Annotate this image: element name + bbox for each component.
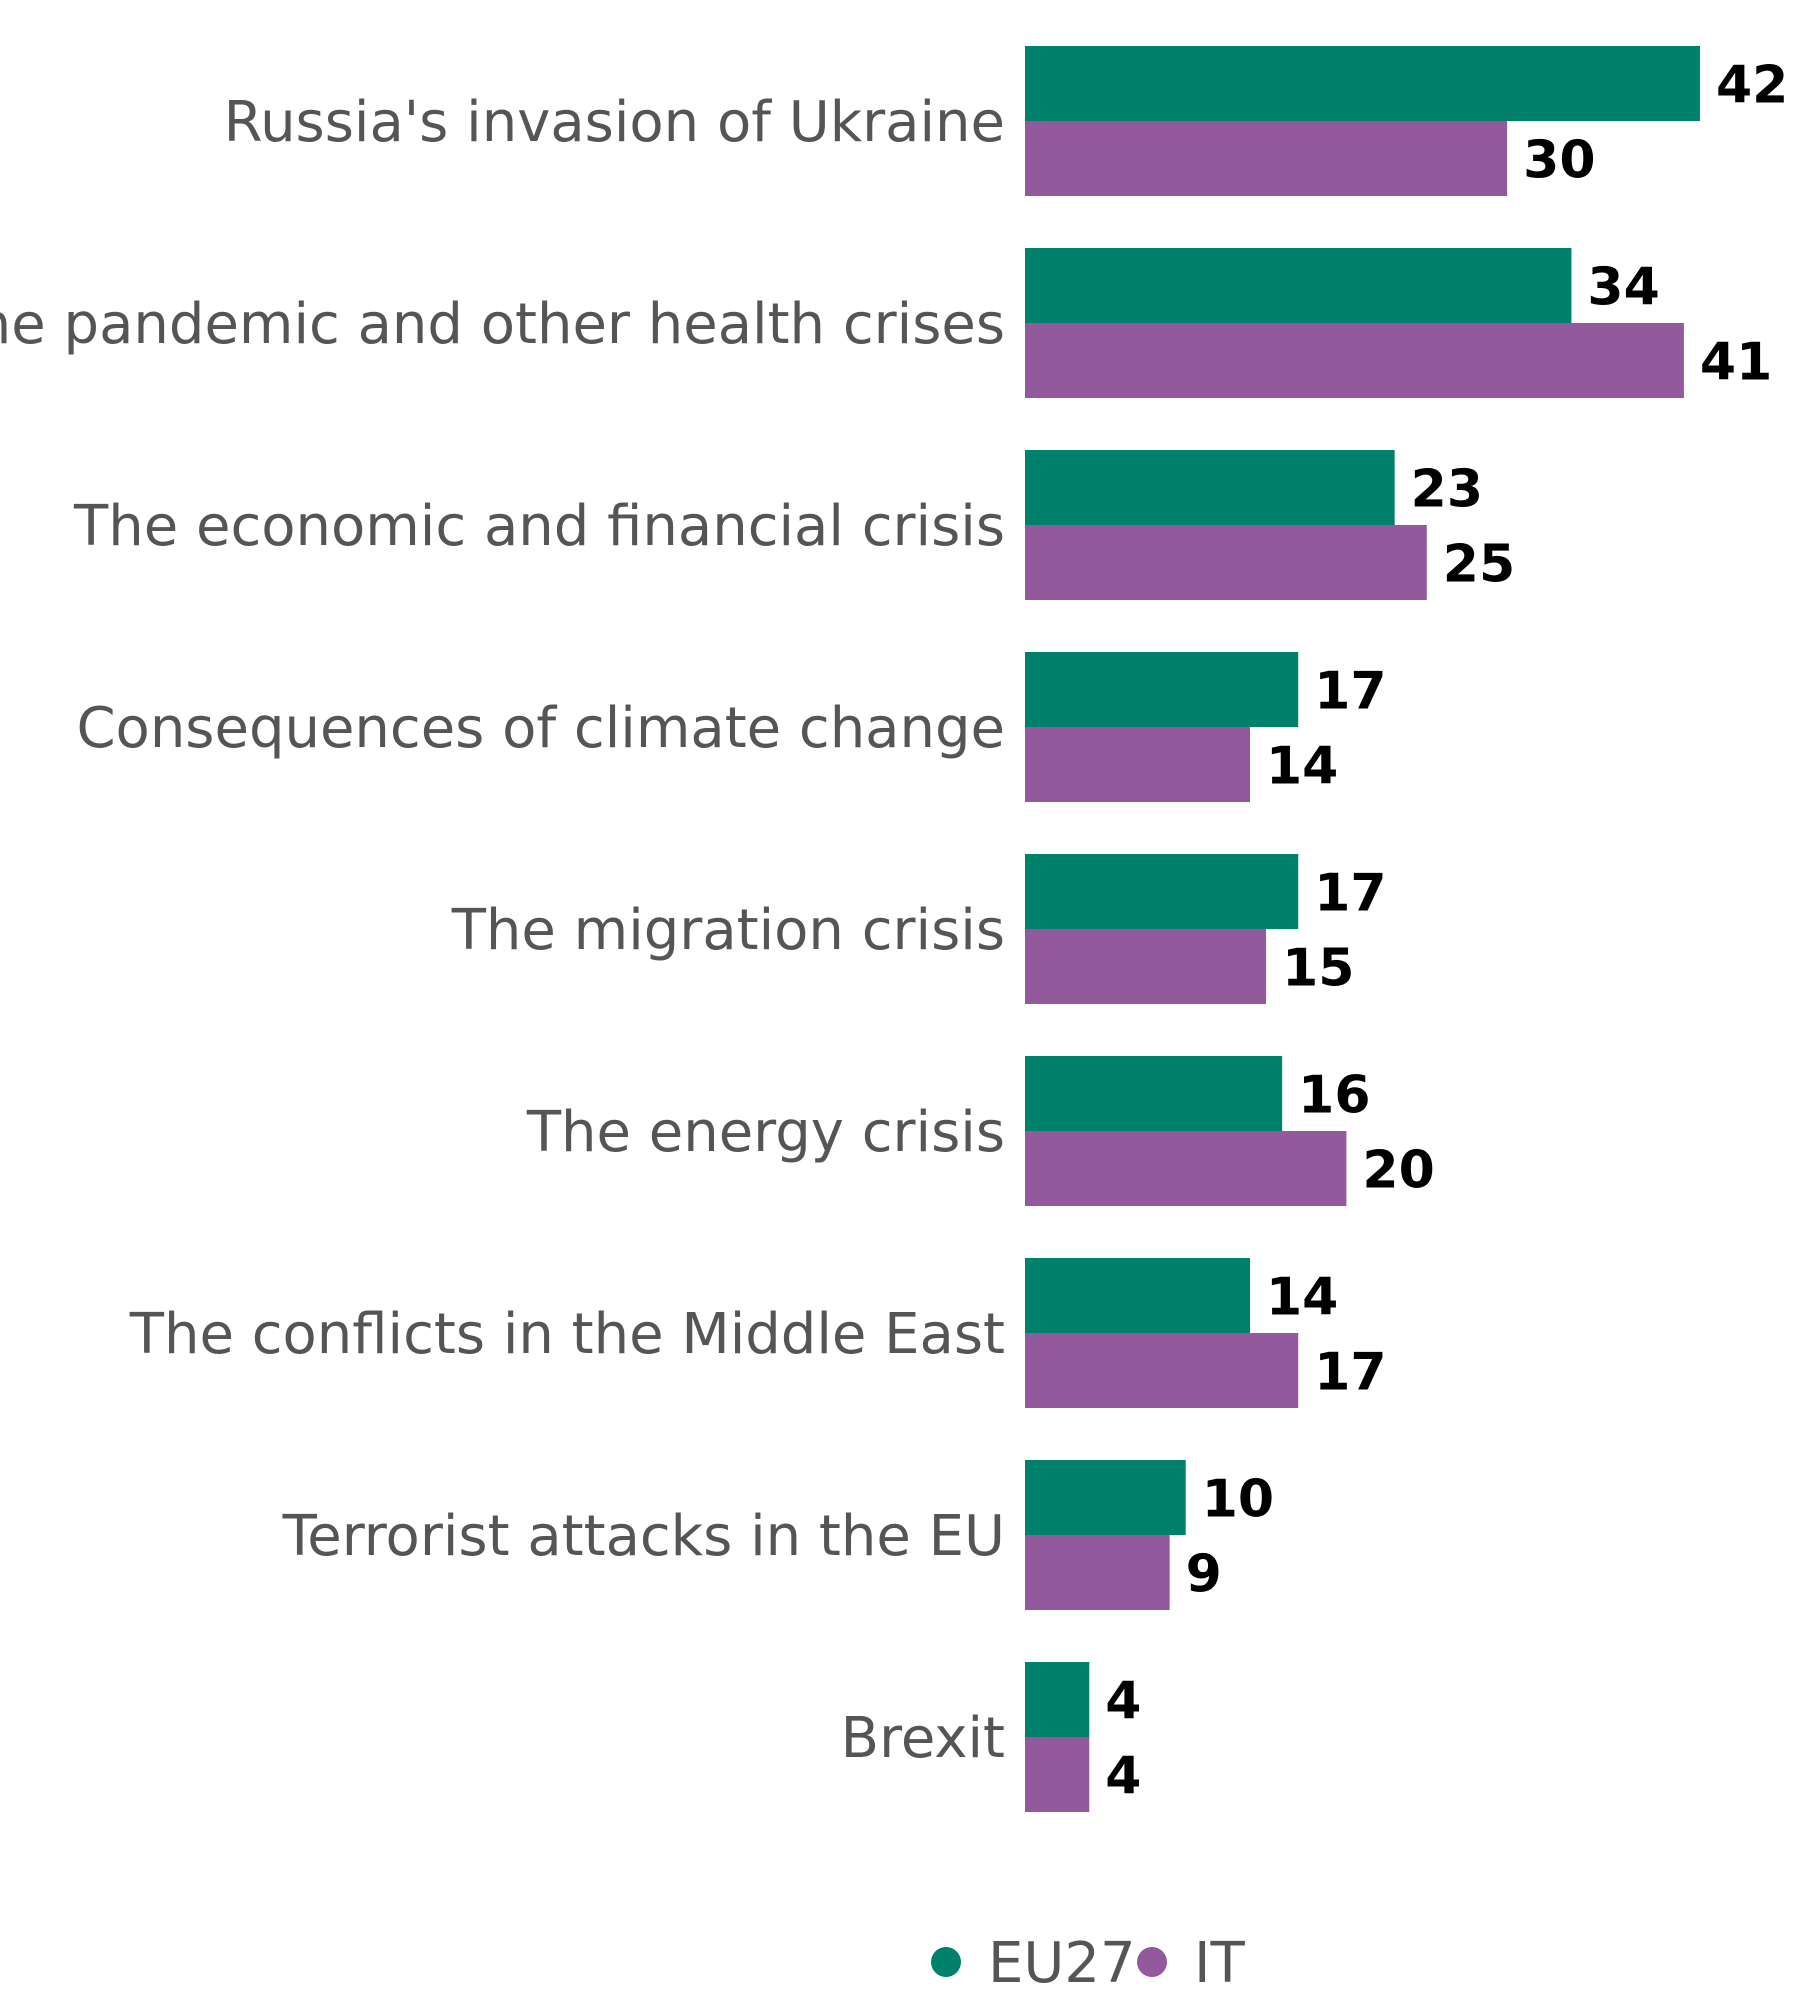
legend-marker-it [1137,1947,1167,1977]
value-label-eu27-the-migration-crisis: 17 [1314,864,1386,924]
value-label-eu27-consequences-of-climate-change: 17 [1314,662,1386,722]
value-label-eu27-the-pandemic-and-other-health-crises: 34 [1587,258,1659,318]
category-label-consequences-of-climate-change: Consequences of climate change [76,696,1005,761]
legend: EU27 IT [931,1931,1246,1993]
bar-it-the-pandemic-and-other-health-crises [1025,323,1684,398]
value-label-eu27-brexit: 4 [1105,1672,1141,1732]
value-label-eu27-terrorist-attacks-in-the-eu: 10 [1202,1470,1274,1530]
legend-label-eu27: EU27 [988,1931,1136,1993]
category-label-brexit: Brexit [841,1706,1005,1771]
value-label-it-consequences-of-climate-change: 14 [1266,737,1338,797]
bar-eu27-the-economic-and-financial-crisis [1025,450,1395,525]
category-label-the-pandemic-and-other-health-crises: The pandemic and other health crises [0,292,1005,357]
bar-it-brexit [1025,1737,1090,1812]
category-labels: Russia's invasion of Ukraine The pandemic… [0,90,1005,1771]
bar-it-the-migration-crisis [1025,929,1267,1004]
bar-eu27-russia-s-invasion-of-ukraine [1025,46,1700,121]
value-label-eu27-the-energy-crisis: 16 [1298,1066,1370,1126]
bar-it-russia-s-invasion-of-ukraine [1025,121,1508,196]
category-label-terrorist-attacks-in-the-eu: Terrorist attacks in the EU [282,1504,1005,1569]
category-label-russia-s-invasion-of-ukraine: Russia's invasion of Ukraine [224,90,1005,155]
bar-eu27-the-pandemic-and-other-health-crises [1025,248,1572,323]
category-label-the-economic-and-financial-crisis: The economic and financial crisis [73,494,1005,559]
bar-it-the-energy-crisis [1025,1131,1347,1206]
bar-eu27-the-energy-crisis [1025,1056,1283,1131]
bar-eu27-terrorist-attacks-in-the-eu [1025,1460,1186,1535]
value-label-it-terrorist-attacks-in-the-eu: 9 [1186,1545,1222,1605]
bar-it-the-economic-and-financial-crisis [1025,525,1427,600]
category-label-the-conflicts-in-the-middle-east: The conflicts in the Middle East [129,1302,1005,1367]
bar-it-terrorist-attacks-in-the-eu [1025,1535,1170,1610]
legend-label-it: IT [1194,1931,1246,1993]
bar-it-consequences-of-climate-change [1025,727,1250,802]
value-label-it-the-economic-and-financial-crisis: 25 [1443,535,1515,595]
value-label-eu27-russia-s-invasion-of-ukraine: 42 [1716,56,1788,116]
bar-it-the-conflicts-in-the-middle-east [1025,1333,1299,1408]
bar-eu27-the-migration-crisis [1025,854,1299,929]
bar-eu27-consequences-of-climate-change [1025,652,1299,727]
value-label-eu27-the-conflicts-in-the-middle-east: 14 [1266,1268,1338,1328]
bar-eu27-brexit [1025,1662,1090,1737]
value-labels: 42 30 34 41 23 25 17 14 17 15 16 20 14 17 10 9 4 4 [1105,56,1788,1807]
category-label-the-migration-crisis: The migration crisis [451,898,1005,963]
bars-group [1025,46,1700,1812]
value-label-it-the-conflicts-in-the-middle-east: 17 [1314,1343,1386,1403]
value-label-it-russia-s-invasion-of-ukraine: 30 [1523,131,1595,191]
value-label-it-brexit: 4 [1105,1747,1141,1807]
value-label-eu27-the-economic-and-financial-crisis: 23 [1411,460,1483,520]
value-label-it-the-migration-crisis: 15 [1282,939,1354,999]
value-label-it-the-pandemic-and-other-health-crises: 41 [1700,333,1772,393]
legend-marker-eu27 [931,1947,961,1977]
category-label-the-energy-crisis: The energy crisis [526,1100,1005,1165]
bar-eu27-the-conflicts-in-the-middle-east [1025,1258,1250,1333]
value-label-it-the-energy-crisis: 20 [1362,1141,1434,1201]
